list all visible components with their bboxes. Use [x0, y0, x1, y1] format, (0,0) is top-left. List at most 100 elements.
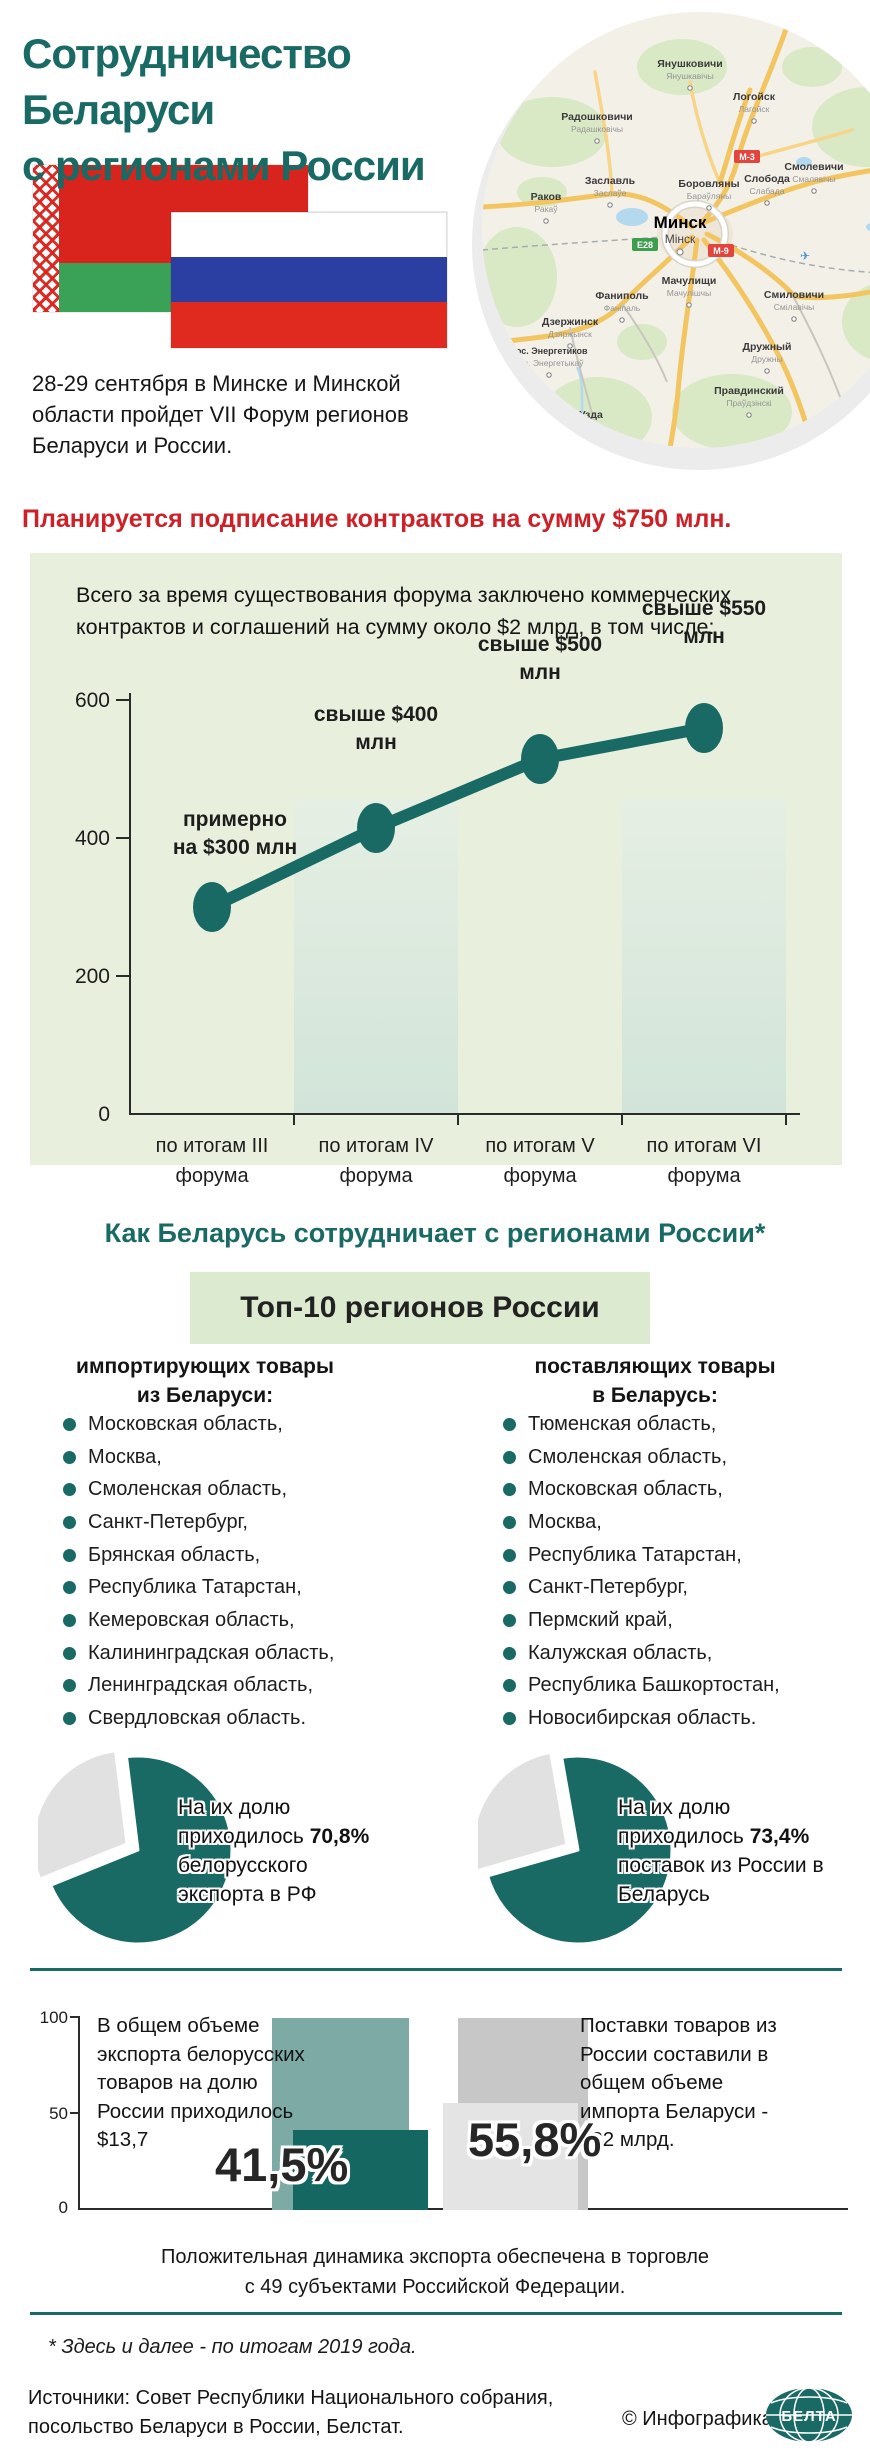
map-label: Логойск [733, 91, 776, 103]
import-russia-share-bar [443, 2103, 578, 2210]
map-label-alt: Янушкавічы [666, 71, 713, 81]
map-label: Мачулищи [662, 275, 717, 287]
list-item: Смоленская область, [63, 1473, 334, 1506]
region-name: Новосибирская область. [528, 1707, 757, 1730]
road-badge-m9: М-9 [713, 246, 729, 256]
map-label: Боровляны [678, 178, 739, 190]
line-chart: 600 400 200 0 [75, 689, 800, 1126]
export-share-text: В общем объеме экспорта белорусских това… [97, 2014, 305, 2151]
list-item: Тюменская область, [503, 1408, 780, 1441]
list-item: Свердловская область. [63, 1702, 334, 1735]
event-intro-text: 28-29 сентября в Минске и Минской област… [32, 371, 409, 458]
bullet-icon [503, 1613, 516, 1627]
chart-axes [129, 693, 800, 1115]
dynamics-caption-line1: Положительная динамика экспорта обеспече… [160, 2246, 709, 2268]
note-suffix: белорусского экспорта в РФ [178, 1854, 317, 1906]
right-column-header: поставляющих товары в Беларусь: [505, 1352, 805, 1410]
list-item: Брянская область, [63, 1539, 334, 1572]
xtick-forum3: по итогам III форума [155, 1135, 269, 1187]
map-label-alt: Смалявічы [792, 174, 835, 184]
list-item: Пермский край, [503, 1604, 780, 1637]
list-item: Калужская область, [503, 1637, 780, 1670]
data-point-forum3 [193, 882, 231, 932]
note-percent: 73,4% [749, 1825, 810, 1848]
region-name: Калужская область, [528, 1641, 713, 1664]
region-name: Свердловская область. [88, 1707, 307, 1730]
region-name: Москва, [528, 1510, 602, 1533]
map-label: Дружный [743, 341, 792, 353]
import-share-text: Поставки товаров из России составили в о… [580, 2014, 777, 2151]
bar-ytick-mark-100 [70, 2016, 78, 2018]
footer-divider [30, 2312, 842, 2315]
note-percent: 70,8% [309, 1825, 370, 1848]
map-forest-patches [482, 39, 870, 448]
map-label: Слобода [744, 173, 790, 185]
map-label-alt: Слабада [750, 186, 785, 196]
map-label: пос. Энергетиков [510, 346, 588, 356]
pie-slice-others [478, 1750, 569, 1873]
infographic-credit: © Инфографика [622, 2408, 773, 2430]
map-labels: Янушковичи Янушкавічы Логойск Лагойск Ра… [510, 58, 843, 421]
data-point-forum5 [521, 734, 559, 784]
bullet-icon [503, 1483, 516, 1497]
list-item: Московская область, [63, 1408, 334, 1441]
import-share-note: На их долю приходилось 73,4% поставок из… [618, 1793, 833, 1909]
list-item: Санкт-Петербург, [503, 1571, 780, 1604]
map-label-alt: Лагойск [739, 104, 770, 114]
region-name: Республика Татарстан, [88, 1576, 302, 1599]
bullet-icon [503, 1548, 516, 1562]
list-item: Республика Татарстан, [63, 1571, 334, 1604]
ytick-200: 200 [75, 965, 110, 988]
export-share-note: На их долю приходилось 70,8% белорусског… [178, 1793, 393, 1909]
region-name: Калининградская область, [88, 1641, 335, 1664]
list-item: Москва, [63, 1441, 334, 1474]
map-label-alt: Дружны [751, 354, 782, 364]
map-label: Фаниполь [595, 290, 649, 302]
page-title-line1: Сотрудничество Беларуси [22, 30, 352, 133]
list-item: Кемеровская область, [63, 1604, 334, 1637]
right-column-header-line1: поставляющих товары [534, 1355, 776, 1378]
export-russia-share-bar [293, 2130, 428, 2210]
top10-regions-box: Топ-10 регионов России [190, 1272, 650, 1344]
region-name: Санкт-Петербург, [528, 1576, 688, 1599]
bullet-icon [503, 1679, 516, 1693]
section-title-cooperation: Как Беларусь сотрудничает с регионами Ро… [104, 1218, 766, 1248]
pie-slice-top10 [486, 1754, 674, 1946]
import-share-percent: 55,8% [468, 2113, 602, 2166]
map-label-alt: пас. Энергетыкаў [515, 358, 585, 368]
list-item: Московская область, [503, 1473, 780, 1506]
russia-flag-red-stripe [171, 302, 447, 348]
map-label-alt: Мачулішчы [667, 288, 711, 298]
road-badge-e28: Е28 [637, 240, 653, 250]
map-label: Радошковичи [561, 111, 633, 123]
point-label-forum4: свыше $400 млн [313, 703, 439, 754]
sources-line2: посольство Беларуси в России, Белстат. [28, 2416, 404, 2438]
bullet-icon [63, 1548, 76, 1562]
russia-flag-blue-stripe [171, 257, 447, 302]
data-point-forum4 [357, 803, 395, 853]
bar-ytick-100: 100 [39, 2008, 68, 2027]
region-name: Республика Башкортостан, [528, 1674, 780, 1697]
pie-slice-others [38, 1750, 129, 1881]
axis-ticks [116, 699, 787, 1125]
map-label-alt: Праўдзінскі [726, 398, 771, 408]
point-label-forum3: примерно на $300 млн [172, 808, 298, 859]
bullet-icon [503, 1581, 516, 1595]
list-item: Калининградская область, [63, 1637, 334, 1670]
map-label: Раков [531, 191, 562, 203]
right-column-header-line2: в Беларусь: [592, 1384, 718, 1407]
bullet-icon [63, 1483, 76, 1497]
importing-regions-list: Московская область, Москва, Смоленская о… [63, 1408, 334, 1735]
region-name: Санкт-Петербург, [88, 1510, 248, 1533]
region-name: Ленинградская область, [88, 1674, 314, 1697]
bullet-icon [63, 1450, 76, 1464]
supplying-regions-list: Тюменская область, Смоленская область, М… [503, 1408, 780, 1735]
bullet-icon [503, 1417, 516, 1431]
bar-ytick-mark-50 [70, 2112, 78, 2114]
map-label-alt: Дзяржынск [548, 329, 592, 339]
bullet-icon [63, 1515, 76, 1529]
bullet-icon [503, 1515, 516, 1529]
left-column-header-line2: из Беларуси: [136, 1384, 274, 1407]
bullet-icon [63, 1679, 76, 1693]
